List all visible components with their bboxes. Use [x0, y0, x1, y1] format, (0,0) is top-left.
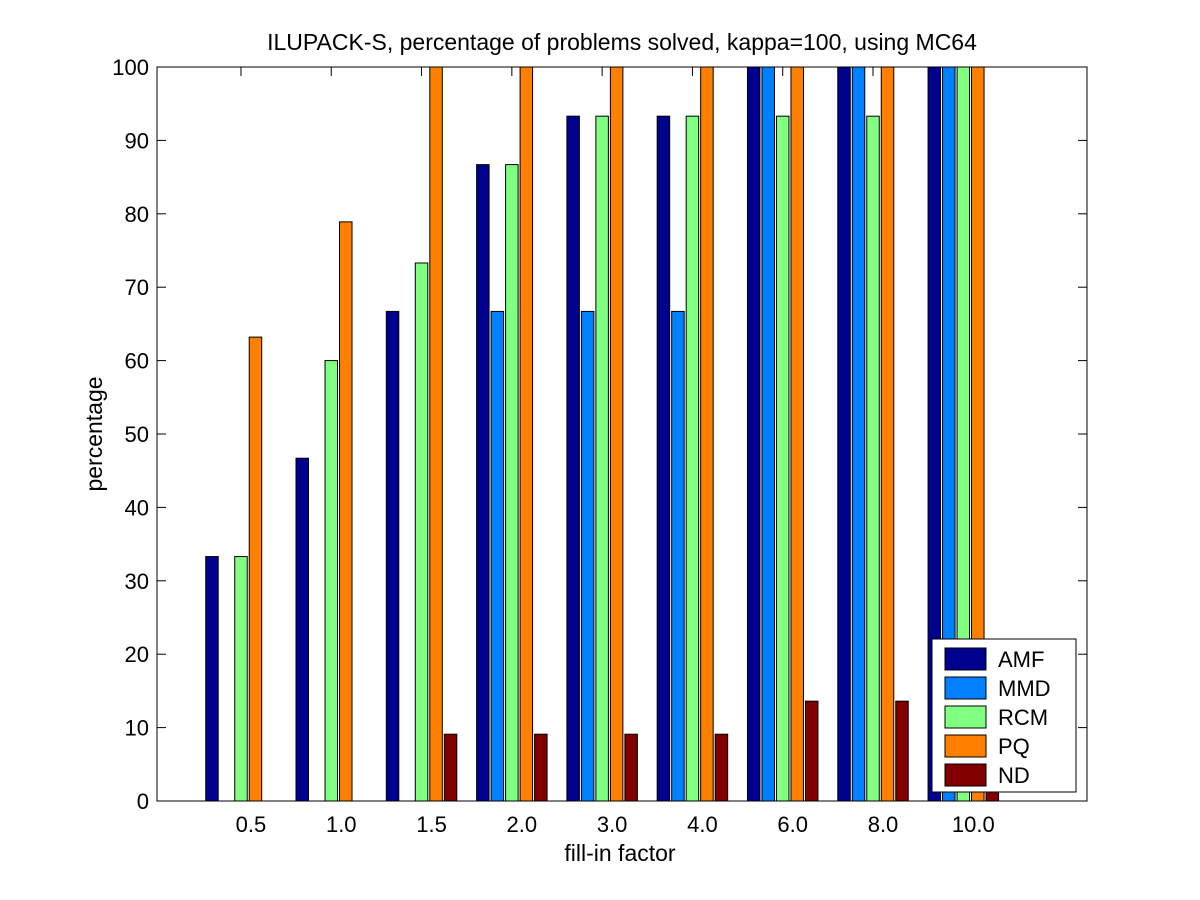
x-tick-label: 0.5: [236, 812, 267, 837]
legend-label-mmd: MMD: [998, 676, 1051, 701]
bar-rcm-2.0: [505, 164, 519, 802]
y-tick-label: 20: [125, 642, 149, 667]
bar-rcm-1.5: [414, 262, 429, 802]
y-tick-label: 30: [125, 569, 149, 594]
legend-swatch-amf: [944, 647, 987, 671]
y-tick-label: 100: [112, 55, 149, 80]
bar-nd-2.0: [534, 733, 548, 802]
bar-mmd-3.0: [580, 310, 595, 802]
x-tick-label: 3.0: [597, 812, 628, 837]
x-tick-label: 1.0: [326, 812, 357, 837]
y-tick-label: 90: [125, 128, 149, 153]
x-axis-label: fill-in factor: [564, 840, 676, 866]
legend-label-amf: AMF: [998, 647, 1044, 672]
bar-nd-1.5: [443, 733, 458, 802]
legend: AMF MMD RCM PQ ND: [931, 638, 1077, 793]
bar-amf-4.0: [656, 115, 671, 802]
bar-rcm-3.0: [595, 115, 609, 802]
legend-label-nd: ND: [998, 763, 1030, 788]
bar-nd-3.0: [624, 733, 638, 802]
bar-pq-1.0: [339, 221, 353, 802]
y-tick-label: 0: [137, 789, 149, 814]
bar-pq-4.0: [700, 66, 714, 802]
bar-rcm-1.0: [324, 360, 339, 802]
bar-pq-6.0: [790, 66, 804, 802]
bar-amf-1.0: [295, 457, 310, 802]
bar-amf-3.0: [566, 115, 580, 802]
bar-amf-6.0: [746, 66, 761, 802]
y-tick-label: 10: [125, 716, 149, 741]
bar-nd-4.0: [714, 733, 729, 802]
x-tick-label: 4.0: [687, 812, 718, 837]
x-tick-label: 8.0: [868, 812, 899, 837]
legend-swatch-rcm: [944, 705, 987, 729]
bar-mmd-2.0: [490, 310, 505, 802]
bar-mmd-4.0: [671, 310, 685, 802]
legend-swatch-pq: [944, 734, 987, 758]
bar-amf-1.5: [385, 310, 400, 802]
legend-swatch-mmd: [944, 676, 987, 700]
legend-swatch-nd: [944, 763, 987, 787]
axes-frame-top: [156, 66, 1088, 802]
bar-rcm-0.5: [234, 556, 248, 802]
bar-amf-0.5: [205, 556, 219, 802]
y-tick-label: 60: [125, 349, 149, 374]
y-tick-label: 70: [125, 275, 149, 300]
bar-pq-2.0: [519, 66, 534, 802]
bar-nd-8.0: [895, 700, 909, 802]
chart-title: ILUPACK-S, percentage of problems solved…: [267, 29, 977, 55]
bar-mmd-6.0: [761, 66, 775, 802]
y-tick-label: 40: [125, 495, 149, 520]
x-tick-label: 6.0: [777, 812, 808, 837]
bar-amf-8.0: [837, 66, 851, 802]
x-tick-label: 2.0: [507, 812, 538, 837]
bar-pq-8.0: [880, 66, 895, 802]
bar-pq-0.5: [248, 336, 263, 802]
y-tick-label: 80: [125, 202, 149, 227]
x-tick-label: 10.0: [952, 812, 995, 837]
plot-area: 0 10 20 30 40 50 60 70 80 90 100 0.5 1.0 1.5 2.0 3.0 4.0…: [112, 55, 1088, 837]
legend-label-rcm: RCM: [998, 705, 1048, 730]
bar-nd-6.0: [804, 700, 819, 802]
y-axis-label: percentage: [81, 376, 107, 491]
bar-amf-2.0: [476, 164, 490, 802]
bar-mmd-8.0: [851, 66, 866, 802]
x-tick-label: 1.5: [416, 812, 447, 837]
y-tick-label: 50: [125, 422, 149, 447]
bar-rcm-8.0: [866, 115, 880, 802]
legend-label-pq: PQ: [998, 734, 1030, 759]
bar-rcm-6.0: [775, 115, 790, 802]
bar-pq-1.5: [429, 66, 443, 802]
bar-pq-3.0: [609, 66, 624, 802]
bar-rcm-4.0: [685, 115, 700, 802]
